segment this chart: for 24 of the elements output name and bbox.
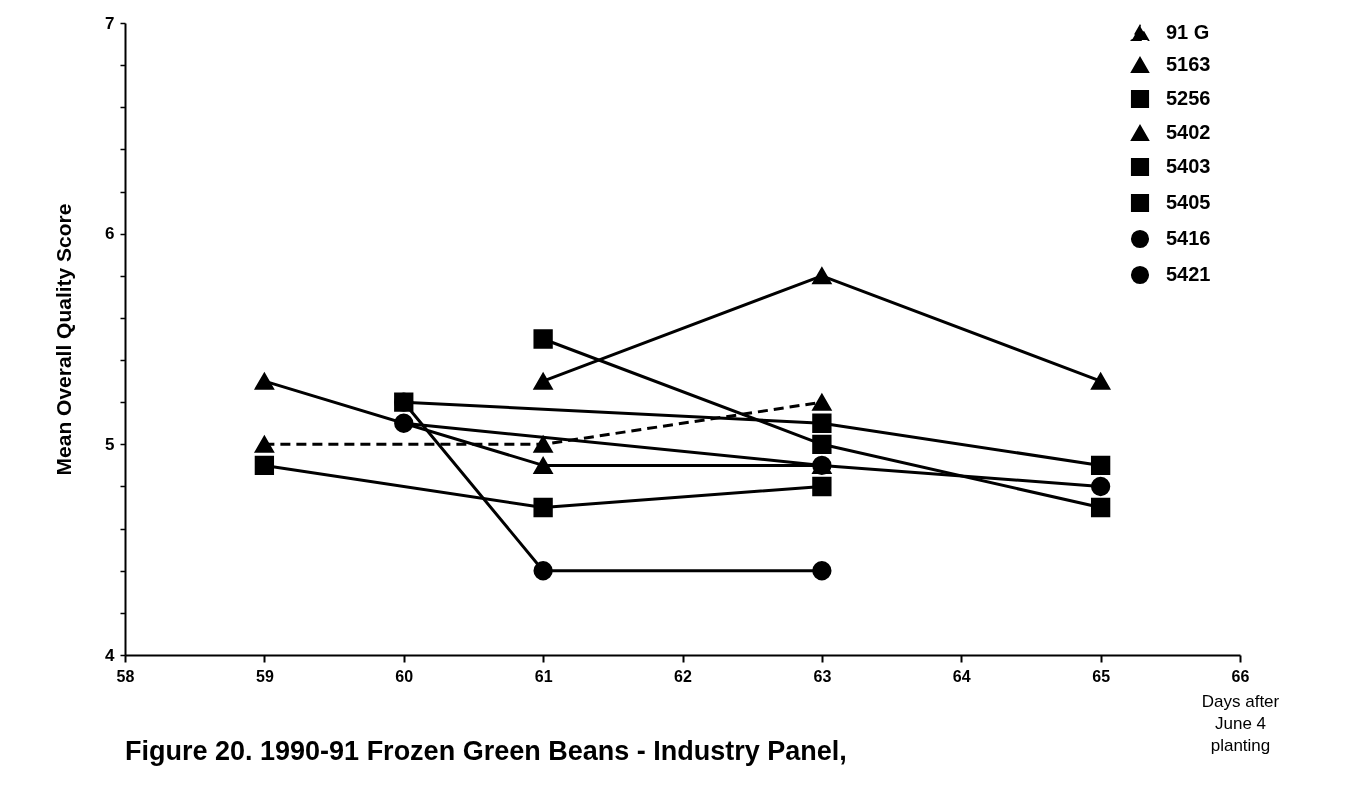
y-tick-label: 7	[105, 13, 115, 33]
legend-label: 5403	[1166, 155, 1211, 177]
y-axis-title: Mean Overall Quality Score	[52, 203, 76, 476]
y-tick-label: 5	[105, 434, 115, 454]
legend-label: 5256	[1166, 87, 1211, 109]
y-tick-label: 4	[105, 645, 116, 665]
text: Figure 20. 1990-91 Frozen Green Beans - Industry Panel,	[125, 736, 847, 766]
legend-label: 5163	[1166, 53, 1211, 75]
legend-label: 5405	[1166, 191, 1211, 213]
x-tick-label: 61	[534, 667, 553, 685]
legend-label: 5416	[1166, 227, 1211, 249]
legend-label: 91 G	[1166, 21, 1210, 43]
legend-label: 5421	[1166, 263, 1211, 285]
legend-label: 5402	[1166, 121, 1211, 143]
x-tick-label: 58	[116, 667, 135, 685]
x-tick-label: 62	[674, 667, 692, 685]
x-tick-label: 59	[255, 667, 274, 685]
x-tick-label: 60	[395, 667, 414, 685]
x-tick-label: 64	[952, 667, 971, 685]
x-tick-label: 65	[1092, 667, 1111, 685]
y-tick-label: 6	[105, 224, 115, 244]
x-tick-label: 63	[813, 667, 832, 685]
x-tick-label: 66	[1231, 667, 1250, 685]
x-axis-title: Days after June 4 planting	[1201, 691, 1280, 755]
